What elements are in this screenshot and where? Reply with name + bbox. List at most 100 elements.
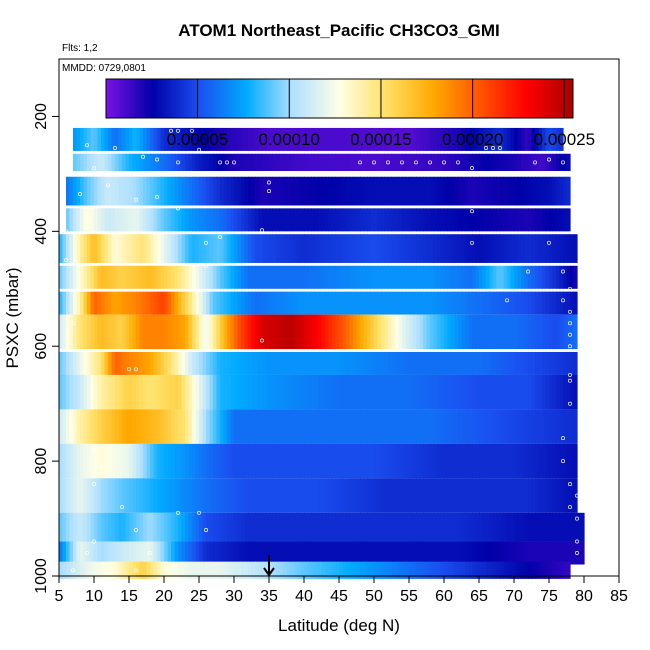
- heatmap-cell: [90, 153, 95, 172]
- heatmap-cell: [209, 541, 214, 565]
- heatmap-cell: [202, 512, 207, 542]
- heatmap-cell: [125, 443, 130, 479]
- heatmap-cell: [234, 265, 239, 289]
- observation-point: [134, 528, 138, 532]
- heatmap-cell: [423, 127, 428, 151]
- heatmap-cell: [108, 153, 113, 172]
- heatmap-cell: [237, 234, 242, 263]
- heatmap-cell: [524, 153, 529, 172]
- heatmap-cell: [108, 443, 113, 479]
- heatmap-cell: [328, 176, 333, 206]
- heatmap-cell: [353, 478, 358, 513]
- heatmap-cell: [510, 561, 515, 579]
- heatmap-cell: [367, 541, 372, 565]
- heatmap-cell: [244, 265, 249, 289]
- heatmap-cell: [503, 314, 508, 350]
- heatmap-cell: [451, 234, 456, 263]
- heatmap-cell: [514, 374, 519, 410]
- heatmap-cell: [213, 351, 218, 375]
- observation-point: [386, 160, 390, 165]
- heatmap-cell: [381, 127, 386, 151]
- heatmap-cell: [419, 314, 424, 350]
- heatmap-cell: [325, 478, 330, 513]
- heatmap-cell: [430, 478, 435, 513]
- heatmap-cell: [314, 153, 319, 172]
- heatmap-cell: [248, 176, 253, 206]
- heatmap-cell: [171, 176, 176, 206]
- heatmap-cell: [489, 512, 494, 542]
- heatmap-cell: [216, 561, 221, 579]
- heatmap-cell: [482, 478, 487, 513]
- heatmap-cell: [440, 409, 445, 444]
- heatmap-cell: [157, 512, 162, 542]
- heatmap-cell: [195, 291, 200, 315]
- heatmap-cell: [451, 208, 456, 232]
- heatmap-cell: [157, 443, 162, 479]
- heatmap-cell: [374, 208, 379, 232]
- heatmap-cell: [524, 374, 529, 410]
- heatmap-cell: [258, 541, 263, 565]
- heatmap-cell: [360, 541, 365, 565]
- heatmap-cell: [118, 127, 123, 151]
- heatmap-cell: [545, 265, 550, 289]
- heatmap-cell: [493, 512, 498, 542]
- heatmap-cell: [108, 541, 113, 565]
- heatmap-cell: [234, 409, 239, 444]
- heatmap-cell: [300, 127, 305, 151]
- heatmap-cell: [83, 478, 88, 513]
- heatmap-cell: [276, 374, 281, 410]
- heatmap-cell: [482, 443, 487, 479]
- heatmap-cell: [437, 541, 442, 565]
- heatmap-cell: [384, 478, 389, 513]
- heatmap-cell: [556, 208, 561, 232]
- heatmap-cell: [461, 541, 466, 565]
- heatmap-cell: [129, 351, 134, 375]
- heatmap-cell: [510, 409, 515, 444]
- heatmap-cell: [248, 127, 253, 151]
- heatmap-cell: [384, 561, 389, 579]
- heatmap-cell: [465, 374, 470, 410]
- heatmap-cell: [447, 291, 452, 315]
- heatmap-cell: [213, 443, 218, 479]
- heatmap-cell: [76, 291, 81, 315]
- heatmap-cell: [440, 541, 445, 565]
- heatmap-cell: [269, 265, 274, 289]
- heatmap-cell: [244, 176, 249, 206]
- heatmap-cell: [272, 443, 277, 479]
- heatmap-cell: [174, 374, 179, 410]
- heatmap-cell: [262, 208, 267, 232]
- heatmap-cell: [342, 291, 347, 315]
- heatmap-cell: [202, 208, 207, 232]
- heatmap-cell: [339, 234, 344, 263]
- heatmap-cell: [514, 541, 519, 565]
- heatmap-cell: [409, 561, 414, 579]
- heatmap-cell: [227, 374, 232, 410]
- heatmap-cell: [80, 561, 85, 579]
- heatmap-cell: [178, 409, 183, 444]
- heatmap-cell: [220, 265, 225, 289]
- heatmap-cell: [167, 478, 172, 513]
- heatmap-cell: [405, 265, 410, 289]
- heatmap-cell: [153, 265, 158, 289]
- heatmap-cell: [360, 314, 365, 350]
- heatmap-cell: [160, 351, 165, 375]
- heatmap-cell: [97, 314, 102, 350]
- heatmap-cell: [174, 291, 179, 315]
- heatmap-cell: [416, 265, 421, 289]
- heatmap-cell: [556, 561, 561, 579]
- heatmap-cell: [167, 409, 172, 444]
- heatmap-cell: [559, 512, 564, 542]
- heatmap-cell: [489, 561, 494, 579]
- heatmap-cell: [269, 291, 274, 315]
- heatmap-cell: [66, 561, 71, 579]
- heatmap-cell: [83, 153, 88, 172]
- heatmap-cell: [213, 478, 218, 513]
- heatmap-cell: [419, 208, 424, 232]
- heatmap-cell: [290, 176, 295, 206]
- heatmap-cell: [573, 443, 578, 479]
- heatmap-cell: [283, 541, 288, 565]
- heatmap-cell: [307, 153, 312, 172]
- heatmap-cell: [178, 443, 183, 479]
- heatmap-cell: [493, 153, 498, 172]
- heatmap-cell: [563, 374, 568, 410]
